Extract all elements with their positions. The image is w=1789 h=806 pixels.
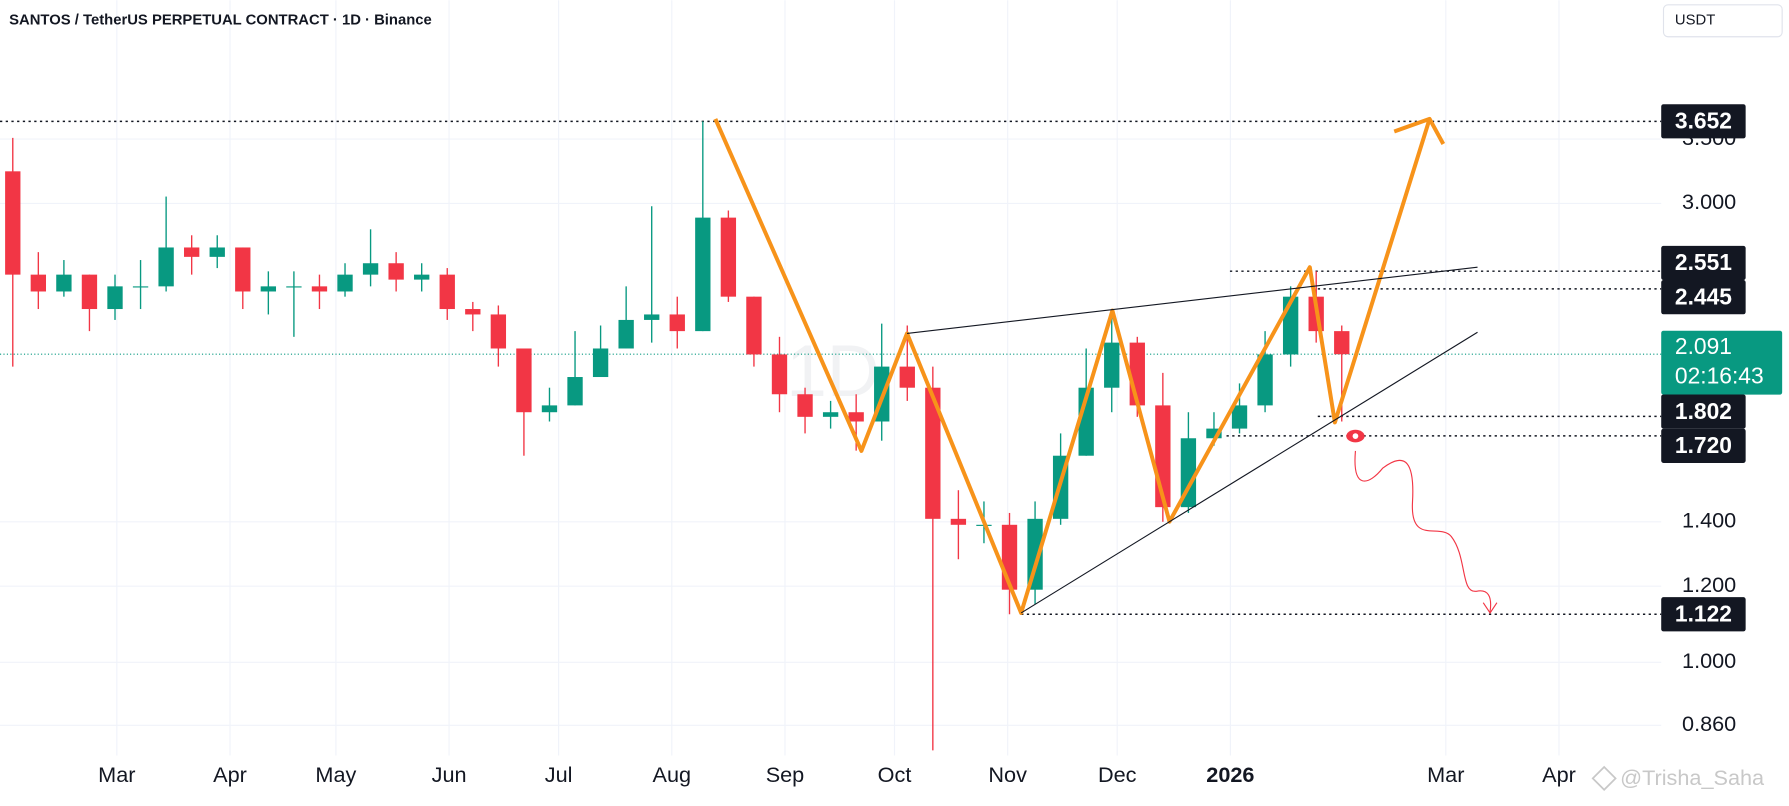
last-price: 2.091 xyxy=(1675,333,1732,359)
x-tick-label: Apr xyxy=(213,762,247,787)
candle-body xyxy=(618,319,634,349)
candle-body xyxy=(771,354,788,395)
candle-body xyxy=(1257,354,1273,406)
level-badge xyxy=(1661,428,1746,463)
candle-body xyxy=(925,387,941,519)
candle-body xyxy=(1180,438,1197,508)
candle-body xyxy=(950,518,967,525)
y-tick-label: 1.200 xyxy=(1682,572,1736,597)
x-tick-label: Jun xyxy=(432,762,467,787)
candle-body xyxy=(235,247,251,292)
level-badge xyxy=(1661,394,1746,429)
x-tick-label: Sep xyxy=(766,762,805,787)
candle-body xyxy=(1104,342,1120,388)
candle-body xyxy=(184,247,200,257)
levels xyxy=(0,120,1662,616)
candle-body xyxy=(516,348,532,413)
alert-icon-pupil xyxy=(1352,433,1359,439)
candle-body xyxy=(695,217,711,332)
currency[interactable]: USDT xyxy=(1675,13,1715,29)
candle-body xyxy=(81,274,98,310)
y-tick-label: 1.400 xyxy=(1682,508,1736,533)
candle-body xyxy=(362,263,379,275)
level-label: 2.445 xyxy=(1675,283,1732,309)
x-tick-label: Mar xyxy=(1427,762,1464,787)
x-tick-label: Apr xyxy=(1542,762,1576,787)
lower-trendline xyxy=(1020,331,1478,614)
zigzag-path xyxy=(713,118,1432,615)
level-badge xyxy=(1661,280,1746,315)
candle-body xyxy=(286,286,302,288)
currency-box[interactable] xyxy=(1662,4,1783,38)
candle-body xyxy=(439,274,455,310)
candle-body xyxy=(209,247,225,257)
x-tick-label: Mar xyxy=(98,762,135,787)
candle-body xyxy=(720,217,737,297)
x-tick-label: Oct xyxy=(878,762,912,787)
projection-arrowhead xyxy=(1482,602,1498,614)
candle-body xyxy=(465,309,481,315)
candle-body xyxy=(260,286,277,292)
upper-trendline xyxy=(906,266,1478,334)
credit: @Trisha_Saha xyxy=(1620,765,1765,790)
candle-body xyxy=(1334,331,1350,355)
level-label: 2.551 xyxy=(1675,249,1732,275)
candle-body xyxy=(592,348,609,378)
y-tick-label: 3.000 xyxy=(1682,189,1736,214)
candle-body xyxy=(644,314,660,320)
candle-body xyxy=(746,296,762,355)
candle-body xyxy=(1231,405,1248,429)
x-tick-label: 2026 xyxy=(1206,762,1254,787)
candle-body xyxy=(541,405,558,413)
credit-icon xyxy=(1591,765,1617,791)
candle-body xyxy=(107,286,123,310)
price-badges: 3.652 2.551 2.445 2.091 02:16:43 1.802 1.720 1.… xyxy=(1661,104,1783,632)
candle-body xyxy=(30,274,47,292)
candle-body xyxy=(388,263,404,280)
last-price-badge xyxy=(1661,330,1783,395)
chart-title: SANTOS / TetherUS PERPETUAL CONTRACT · 1… xyxy=(9,13,432,29)
candle-body xyxy=(158,247,174,287)
x-tick-label: Dec xyxy=(1098,762,1137,787)
grid xyxy=(0,0,1662,756)
level-label: 1.720 xyxy=(1675,432,1732,458)
projection-arrow xyxy=(1354,450,1492,612)
y-tick-label: 0.860 xyxy=(1682,711,1736,736)
candle-body xyxy=(848,412,864,422)
x-tick-label: May xyxy=(315,762,356,787)
drawings xyxy=(713,116,1498,615)
zigzag-arrowhead xyxy=(1393,116,1446,145)
candle-body xyxy=(797,394,813,417)
candle-body xyxy=(311,286,328,292)
candle-body xyxy=(822,412,839,417)
candle-body xyxy=(1206,428,1222,439)
candle-body xyxy=(899,366,915,388)
x-tick-label: Aug xyxy=(653,762,692,787)
level-badge xyxy=(1661,104,1746,139)
candle-body xyxy=(1027,518,1043,590)
y-tick-label: 1.000 xyxy=(1682,648,1736,673)
candle-body xyxy=(414,274,430,280)
candle-body xyxy=(669,314,685,332)
candle-body xyxy=(132,286,149,288)
candle-body xyxy=(337,274,353,292)
candle-body xyxy=(5,171,21,275)
level-badge xyxy=(1661,245,1746,281)
level-badge xyxy=(1661,597,1746,632)
candle-body xyxy=(567,377,583,406)
level-label: 1.802 xyxy=(1675,398,1732,424)
price-axis: 0.8601.0001.2001.4003.0003.500MarAprMayJ… xyxy=(98,125,1736,787)
x-tick-label: Nov xyxy=(988,762,1027,787)
level-label: 1.122 xyxy=(1675,600,1732,626)
candle-body xyxy=(490,314,507,349)
x-tick-label: Jul xyxy=(545,762,573,787)
candle-body xyxy=(56,274,72,292)
countdown: 02:16:43 xyxy=(1675,363,1764,389)
level-label: 3.652 xyxy=(1675,107,1732,133)
